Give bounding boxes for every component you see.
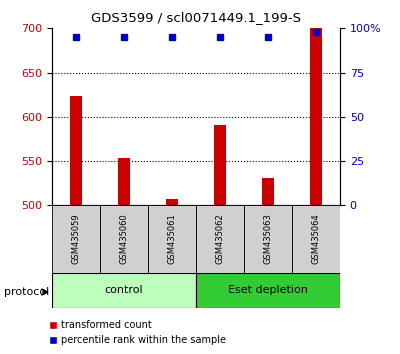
Text: GSM435060: GSM435060 bbox=[120, 213, 128, 264]
Text: control: control bbox=[105, 285, 143, 295]
Text: protocol: protocol bbox=[4, 287, 49, 297]
Bar bbox=[148, 205, 196, 273]
Legend: transformed count, percentile rank within the sample: transformed count, percentile rank withi… bbox=[45, 316, 230, 349]
Bar bbox=[118, 159, 130, 205]
Bar bbox=[100, 205, 148, 273]
Bar bbox=[310, 28, 322, 205]
Title: GDS3599 / scl0071449.1_199-S: GDS3599 / scl0071449.1_199-S bbox=[91, 11, 301, 24]
Bar bbox=[70, 97, 82, 205]
Bar bbox=[214, 125, 226, 205]
Bar bbox=[196, 273, 340, 308]
Bar bbox=[244, 205, 292, 273]
Text: GSM435062: GSM435062 bbox=[216, 213, 224, 264]
Text: GSM435059: GSM435059 bbox=[72, 213, 80, 264]
Bar bbox=[166, 199, 178, 205]
Text: Eset depletion: Eset depletion bbox=[228, 285, 308, 295]
Text: GSM435061: GSM435061 bbox=[168, 213, 176, 264]
Text: GSM435063: GSM435063 bbox=[264, 213, 272, 264]
Bar bbox=[262, 178, 274, 205]
Bar bbox=[52, 205, 100, 273]
Bar bbox=[52, 273, 196, 308]
Bar bbox=[196, 205, 244, 273]
Bar bbox=[292, 205, 340, 273]
Text: GSM435064: GSM435064 bbox=[312, 213, 320, 264]
